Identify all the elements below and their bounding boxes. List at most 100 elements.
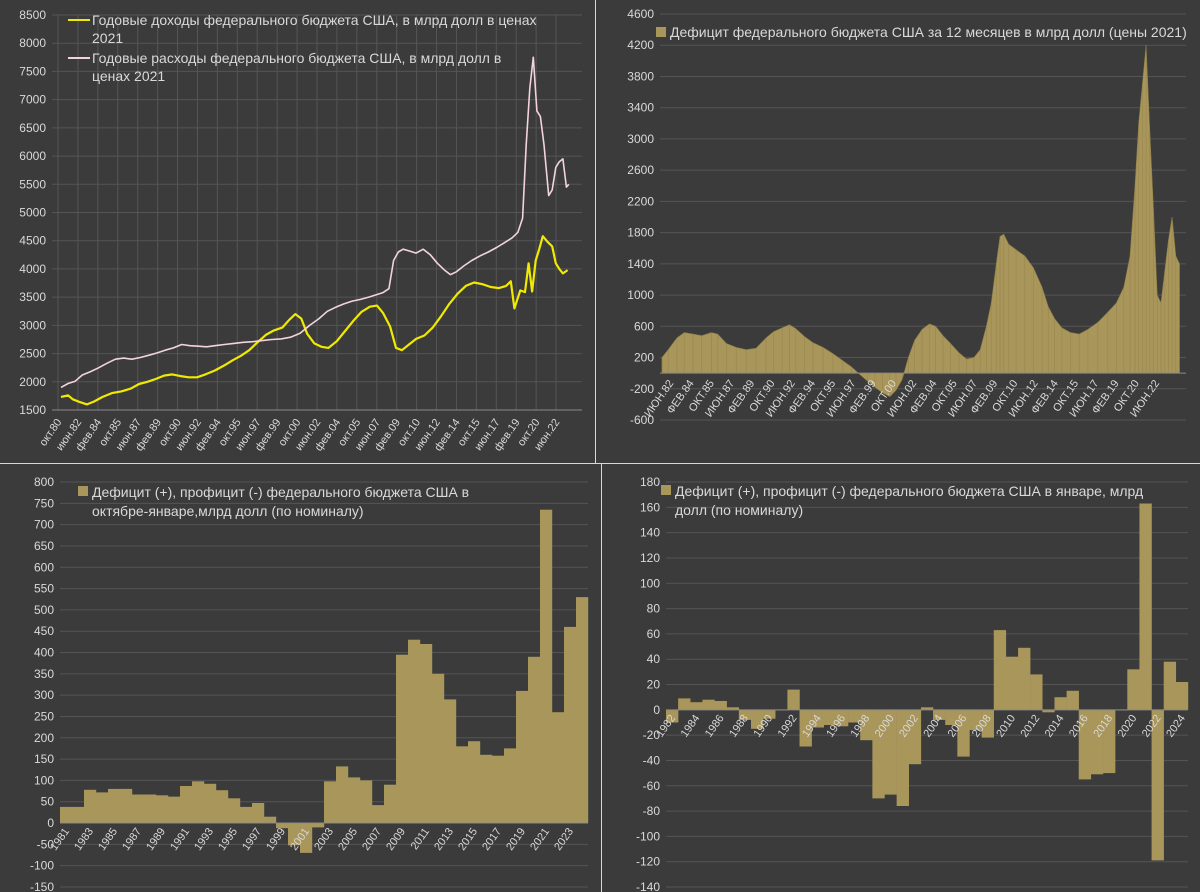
bar-2005	[945, 709, 958, 725]
bar-2022	[1151, 709, 1164, 861]
bar-2010	[1005, 656, 1019, 710]
y-tick-label: 6500	[19, 121, 46, 135]
bar	[995, 263, 997, 374]
legend-line: октябре-январе,млрд долл (по номиналу)	[92, 503, 364, 519]
bar	[1134, 185, 1136, 374]
bar-2015	[468, 741, 481, 824]
bar-2016	[480, 754, 493, 823]
y-tick-label: 7000	[19, 93, 46, 107]
legend-label: Годовые доходы федерального бюджета США,…	[92, 12, 537, 46]
bar	[1061, 327, 1063, 374]
bar-1996	[835, 709, 849, 727]
bar	[1008, 244, 1010, 374]
y-tick-label: -140	[636, 880, 660, 892]
bar-1981	[60, 806, 73, 824]
bar	[851, 366, 852, 374]
legend-label: Дефицит (+), профицит (-) федерального б…	[92, 484, 469, 519]
bar-1993	[204, 783, 217, 823]
bar-1989	[156, 795, 169, 823]
bar	[822, 347, 824, 374]
bar	[832, 353, 834, 374]
y-tick-label: -200	[630, 382, 654, 396]
y-tick-label: 550	[34, 582, 54, 596]
bar-2007	[969, 709, 982, 731]
bar-1985	[702, 699, 715, 710]
bar	[942, 335, 944, 374]
y-tick-label: 750	[34, 496, 54, 510]
bar-chart-svg: -150 -100 -50 0 50 100 150 200 250 300 350 400 450 50…	[30, 475, 589, 892]
bar-2020	[1127, 669, 1140, 710]
bar	[1087, 329, 1089, 374]
bar	[773, 331, 774, 374]
legend-label: Дефицит (+), профицит (-) федерального б…	[675, 483, 1143, 518]
y-tick-label: -600	[630, 413, 654, 427]
legend-label: Дефицит федерального бюджета США за 12 м…	[670, 24, 1187, 40]
x-tick-label: 2005	[336, 826, 360, 853]
bar-1989	[750, 709, 764, 729]
bar-2000	[884, 709, 897, 795]
bar-1984	[96, 792, 109, 824]
series-line-spending	[60, 56, 570, 389]
bar-2019	[516, 690, 529, 824]
bar	[1153, 209, 1154, 374]
bar	[781, 327, 783, 374]
y-tick-label: 350	[34, 667, 54, 681]
y-tick-label: 1400	[627, 257, 654, 271]
y-tick-label: 140	[640, 526, 660, 540]
bar-2020	[528, 656, 541, 824]
bar-2004	[933, 709, 946, 720]
y-tick-label: 100	[640, 576, 660, 590]
bar	[973, 357, 975, 374]
bar	[966, 359, 967, 374]
bar-2008	[384, 784, 397, 824]
deficit-january-bar-chart: -140 -120 -100 -80 -60 -40 -20 0 20 40 60 80 100 120 1…	[602, 464, 1200, 892]
bar-1994	[811, 709, 825, 728]
y-tick-label: 100	[34, 773, 54, 787]
bar	[1033, 267, 1034, 374]
legend-line: Дефицит (+), профицит (-) федерального б…	[675, 483, 1143, 499]
y-tick-label: 2500	[19, 347, 46, 361]
bar	[1024, 256, 1026, 374]
bar-chart-svg: -140 -120 -100 -80 -60 -40 -20 0 20 40 60 80 100 120 1…	[636, 475, 1189, 892]
bar	[717, 334, 719, 374]
y-tick-label: 3000	[627, 132, 654, 146]
bar-1996	[240, 806, 253, 824]
bar	[1047, 306, 1049, 374]
y-tick-label: 160	[640, 500, 660, 514]
bar	[745, 349, 747, 374]
bar-1988	[144, 794, 157, 824]
legend-line: ценах 2021	[92, 68, 165, 84]
deficit-oct-jan-bar-chart: -150 -100 -50 0 50 100 150 200 250 300 350 400 450 50…	[0, 464, 602, 892]
bar-2000	[288, 823, 301, 846]
bar	[1078, 334, 1080, 374]
bar	[1138, 123, 1140, 374]
bar	[711, 332, 712, 374]
bar-1997	[252, 803, 265, 823]
y-tick-label: 3800	[627, 69, 654, 83]
bar-2022	[552, 712, 565, 823]
bar	[914, 340, 915, 374]
x-tick-label: 1989	[144, 826, 168, 853]
bar-1992	[192, 781, 205, 824]
bar-2003	[920, 707, 934, 710]
bar-2007	[372, 805, 385, 823]
bar	[1123, 287, 1125, 374]
bar	[812, 342, 814, 374]
bar	[1175, 256, 1177, 374]
x-tick-label: 1985	[96, 826, 120, 853]
bar-1998	[264, 816, 277, 824]
bar	[1003, 234, 1005, 374]
y-tick-label: -40	[643, 753, 661, 767]
bar-2011	[1018, 647, 1031, 710]
legend-swatch	[78, 486, 88, 496]
bar-2008	[981, 709, 994, 738]
deficit-12m-bar-chart: -600 -200 200 600 1000 1400 1800 2200 2600 3000 34…	[596, 0, 1200, 464]
bar-1992	[787, 689, 800, 710]
bar-2006	[360, 780, 373, 823]
y-tick-label: 8000	[19, 36, 46, 50]
y-tick-label: 80	[647, 602, 661, 616]
bar-2001	[896, 709, 909, 806]
y-tick-label: 250	[34, 709, 54, 723]
bar-1999	[872, 709, 885, 799]
bar	[661, 357, 663, 374]
